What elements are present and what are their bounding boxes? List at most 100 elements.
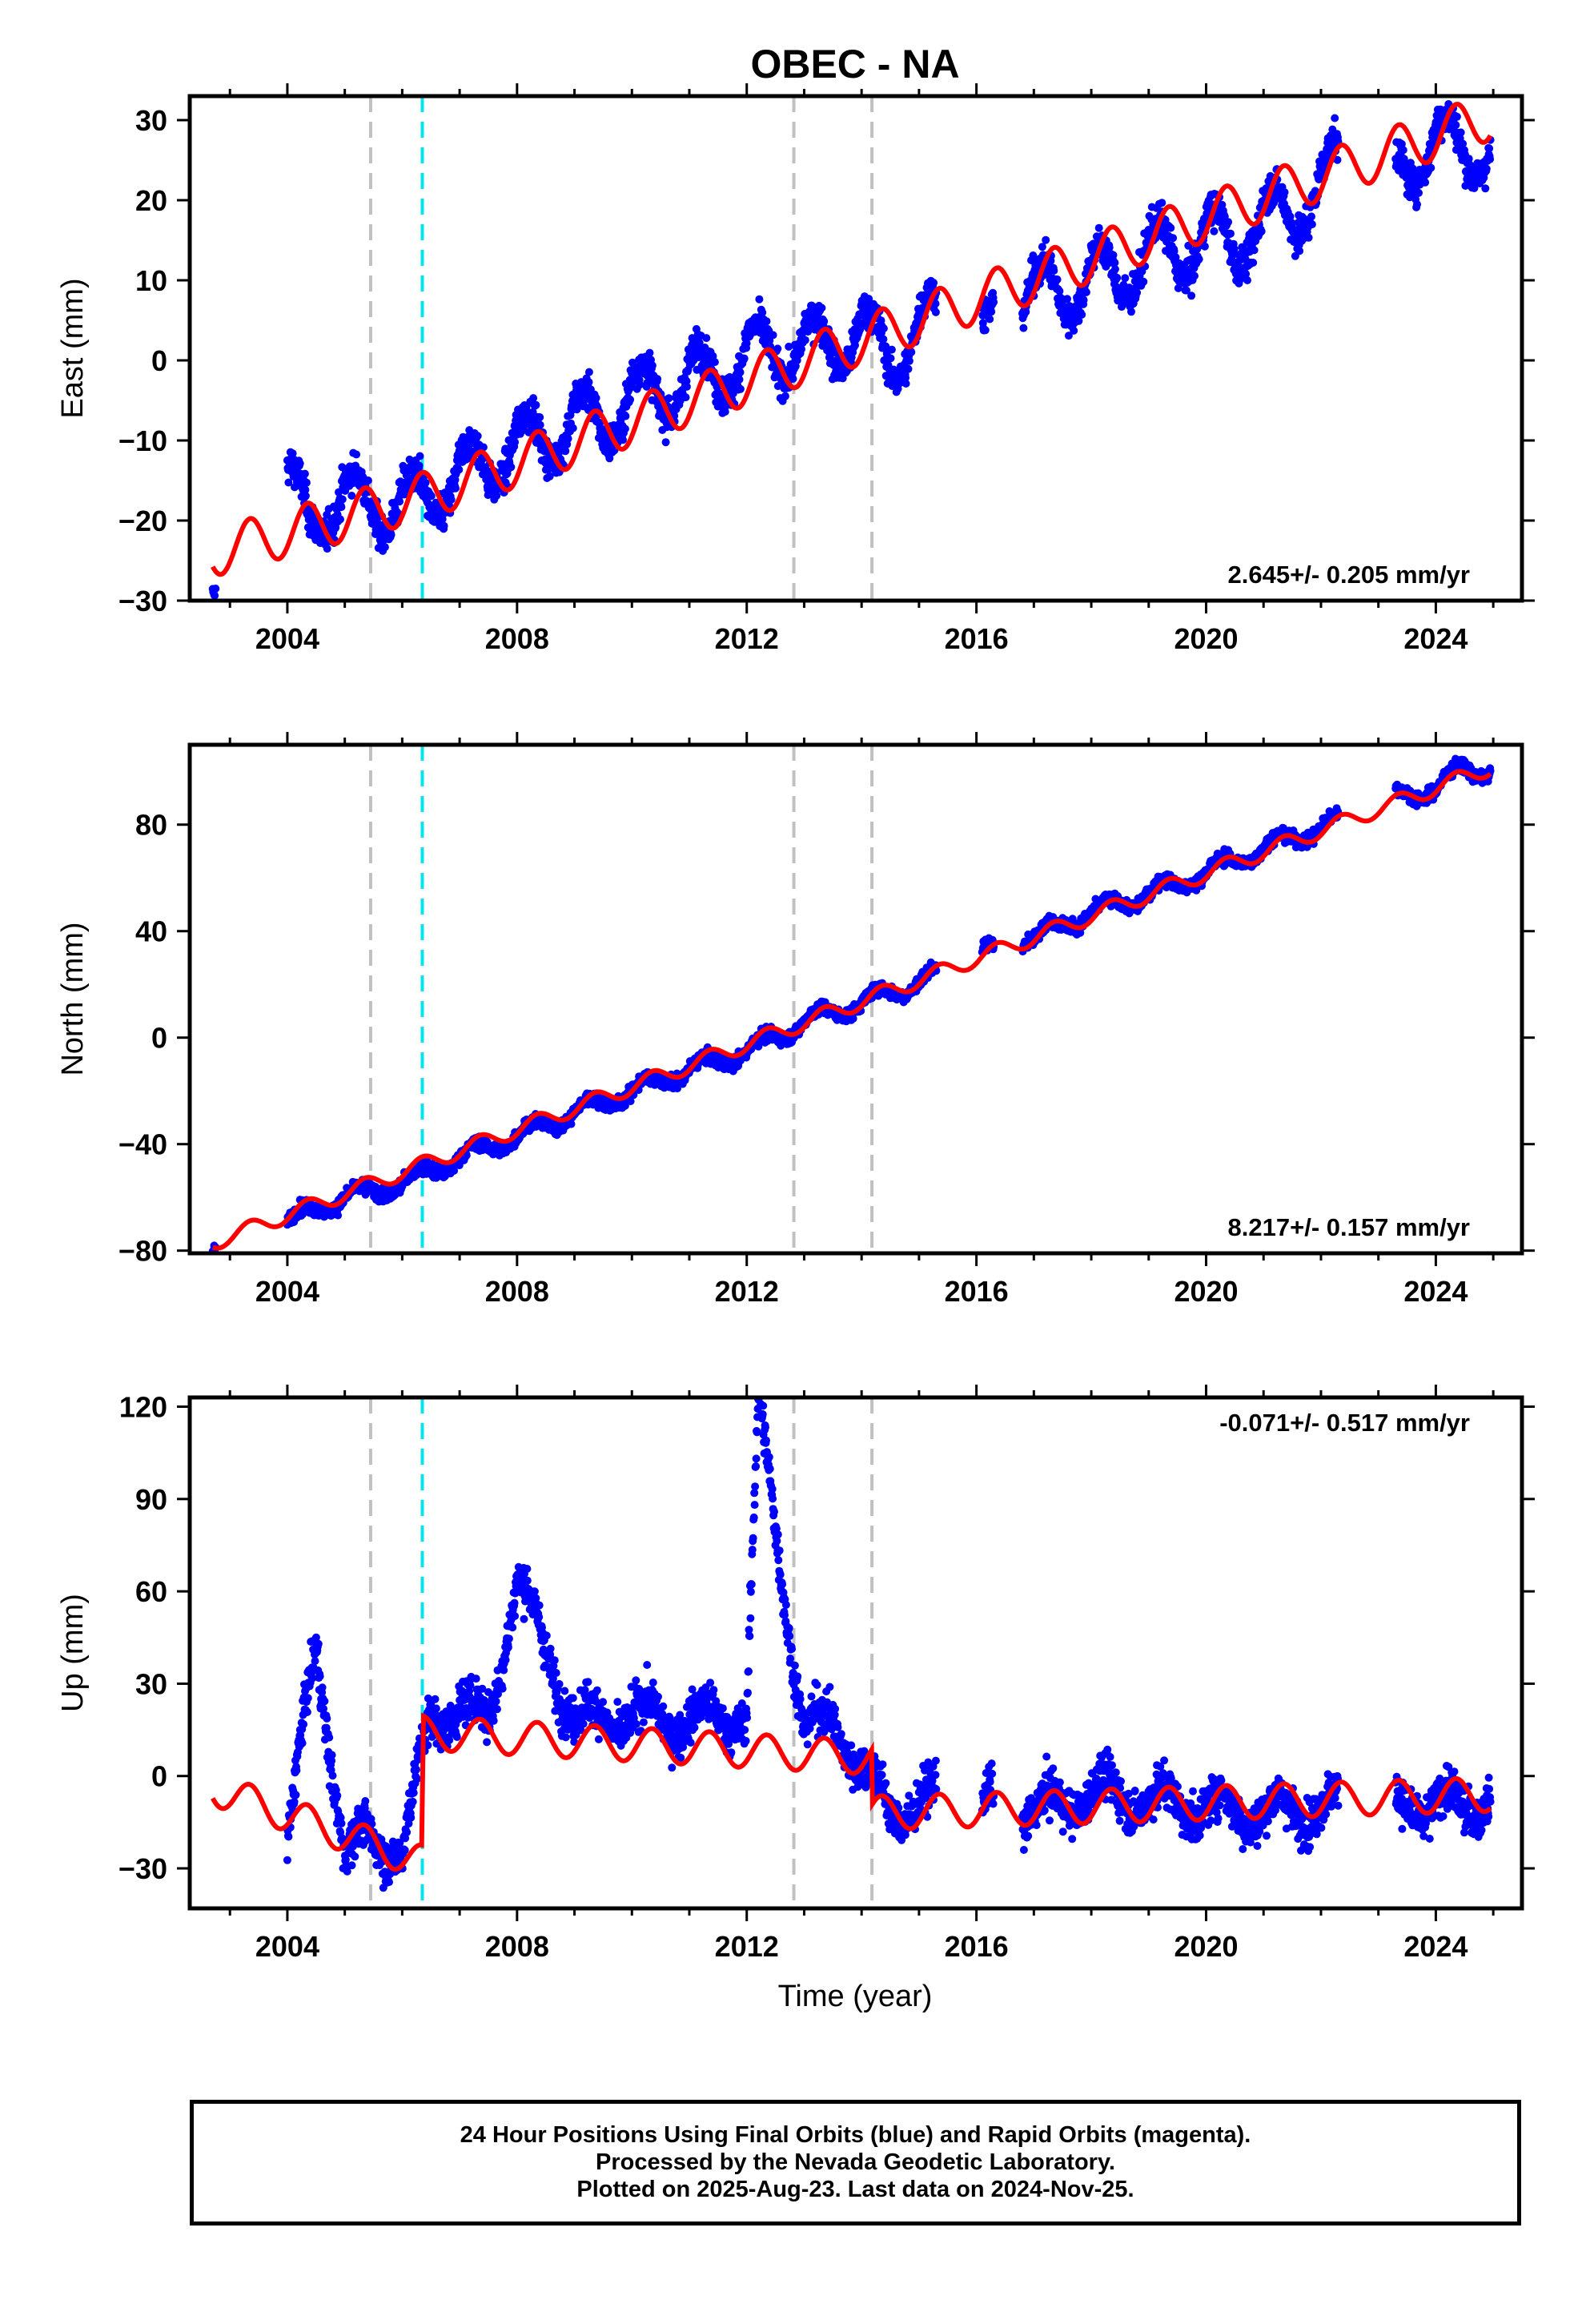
- data-point: [561, 447, 570, 456]
- data-point: [1074, 316, 1083, 325]
- data-point: [295, 459, 304, 468]
- data-point: [1227, 229, 1235, 238]
- data-point: [584, 368, 593, 376]
- data-point: [1485, 144, 1494, 153]
- data-point: [1053, 275, 1062, 283]
- data-point: [1427, 163, 1435, 172]
- data-point: [769, 331, 777, 340]
- data-point: [1280, 188, 1289, 196]
- data-point: [735, 375, 744, 384]
- data-point: [1249, 259, 1258, 267]
- data-point: [1169, 234, 1178, 243]
- data-point: [1230, 244, 1239, 253]
- data-point: [1470, 184, 1479, 192]
- data-point: [1078, 310, 1086, 319]
- data-point: [930, 279, 938, 287]
- plot-area: [208, 96, 1495, 601]
- data-points: [208, 754, 1495, 1253]
- data-point: [1242, 270, 1251, 278]
- data-point: [762, 317, 771, 326]
- data-point: [621, 412, 630, 420]
- data-point: [879, 324, 888, 333]
- data-point: [740, 354, 749, 363]
- data-point: [1166, 223, 1175, 232]
- data-point: [901, 380, 910, 388]
- data-point: [905, 356, 913, 365]
- data-point: [438, 515, 447, 524]
- data-point: [755, 295, 764, 304]
- data-point: [1187, 292, 1196, 300]
- data-point: [1139, 277, 1148, 286]
- data-point: [736, 368, 745, 376]
- y-tick-label: 20: [135, 184, 167, 217]
- data-point: [665, 394, 673, 403]
- data-point: [545, 472, 554, 480]
- data-point: [211, 591, 219, 600]
- data-point: [1121, 274, 1130, 283]
- data-point: [1399, 146, 1407, 155]
- data-point: [567, 1120, 576, 1128]
- data-point: [1094, 223, 1103, 232]
- data-point: [396, 497, 404, 506]
- data-point: [645, 348, 654, 357]
- data-point: [592, 394, 600, 402]
- data-point: [879, 335, 888, 344]
- data-point: [881, 342, 890, 351]
- data-point: [1456, 128, 1465, 137]
- y-tick-label: 30: [135, 104, 167, 137]
- plot-area: [208, 745, 1495, 1253]
- data-point: [931, 308, 940, 316]
- data-point: [1133, 288, 1142, 297]
- data-point: [1224, 218, 1233, 227]
- data-point: [931, 300, 940, 308]
- data-points: [208, 100, 1495, 601]
- data-point: [1191, 271, 1199, 280]
- data-point: [1399, 155, 1408, 163]
- data-point: [1110, 259, 1119, 267]
- data-point: [742, 339, 751, 348]
- y-tick-label: −20: [118, 505, 167, 537]
- data-point: [710, 358, 719, 367]
- data-point: [901, 373, 910, 382]
- data-point: [284, 478, 293, 487]
- data-point: [1421, 178, 1430, 187]
- data-point: [849, 1015, 857, 1023]
- data-point: [507, 463, 516, 472]
- data-point: [636, 380, 644, 389]
- data-point: [1210, 227, 1219, 235]
- x-tick-label: 2024: [1403, 622, 1468, 655]
- data-point: [302, 478, 311, 487]
- data-point: [529, 394, 538, 403]
- data-point: [987, 308, 996, 316]
- data-point: [1038, 243, 1046, 251]
- data-point: [564, 434, 572, 443]
- data-point: [473, 432, 482, 440]
- data-point: [347, 492, 356, 500]
- data-point: [990, 298, 998, 307]
- velocity-rate-label: 2.645+/- 0.205 mm/yr: [1228, 561, 1470, 589]
- y-axis-label: East (mm): [56, 278, 90, 418]
- data-point: [907, 348, 916, 356]
- data-point: [1082, 287, 1090, 296]
- data-point: [1452, 112, 1461, 121]
- data-point: [904, 364, 913, 373]
- data-point: [323, 545, 331, 553]
- data-point: [415, 461, 424, 470]
- data-point: [1171, 253, 1180, 262]
- data-point: [301, 492, 310, 501]
- data-point: [817, 304, 826, 312]
- data-point: [619, 436, 627, 444]
- data-point: [1109, 251, 1118, 259]
- data-point: [1304, 233, 1313, 242]
- data-point: [986, 315, 994, 324]
- data-point: [1063, 295, 1071, 304]
- data-point: [1486, 155, 1495, 163]
- data-point: [584, 378, 593, 387]
- x-tick-label: 2008: [485, 622, 549, 655]
- data-point: [1482, 164, 1491, 173]
- data-point: [1408, 164, 1417, 173]
- data-point: [492, 492, 501, 500]
- east-panel: 2004 2008 2012 2016 2020 2024−30−20−100102030…: [56, 83, 1535, 655]
- model-fit-line: [211, 102, 1493, 577]
